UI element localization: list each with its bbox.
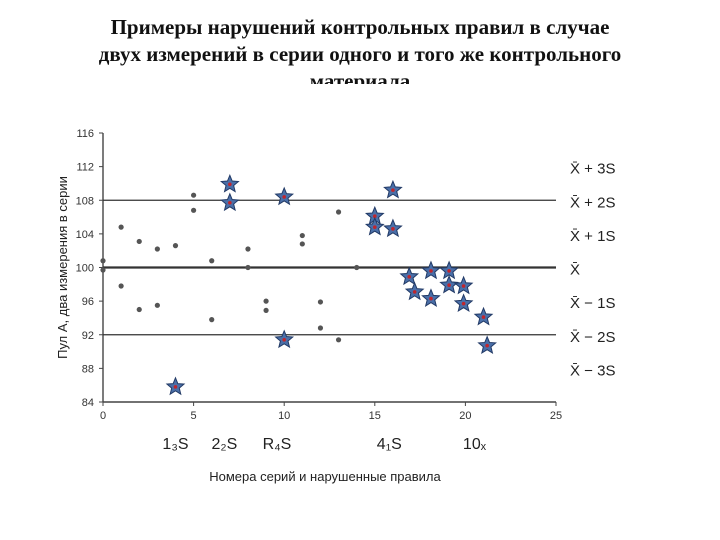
x-tick-label: 15: [369, 410, 381, 422]
data-point: [118, 224, 124, 230]
violation-star-point: [473, 306, 494, 326]
chart-labels: X̄ + 3S X̄ + 2S X̄ + 1S X̄ X̄ − 1S X̄ − 2S X̄ …: [55, 161, 615, 484]
violation-star-point: [220, 192, 240, 212]
y-tick-label: 96: [82, 296, 94, 308]
star-center-dot: [373, 225, 377, 229]
data-point: [335, 337, 342, 343]
x-tick-label: 25: [550, 410, 562, 422]
star-center-dot: [282, 337, 287, 342]
y-tick-label: 100: [76, 263, 94, 275]
violation-star-point: [404, 281, 425, 301]
control-line-label: X̄ + 3S: [570, 161, 615, 178]
data-point: [136, 306, 142, 313]
violation-star-point: [383, 179, 403, 199]
violation-star-point: [274, 329, 295, 349]
violation-star-point: [477, 335, 497, 355]
y-tick-label: 88: [82, 363, 94, 375]
data-point: [136, 238, 142, 245]
data-point: [299, 232, 305, 239]
control-line-label: X̄: [570, 262, 580, 279]
data-point: [209, 258, 215, 264]
violation-star-point: [364, 216, 385, 236]
control-line-label: X̄ − 2S: [570, 329, 615, 346]
control-line-label: X̄ − 3S: [570, 362, 615, 379]
y-tick-label: 116: [76, 128, 94, 140]
control-line-label: X̄ + 2S: [570, 194, 615, 211]
violation-star-point: [453, 293, 474, 313]
data-point: [191, 207, 197, 213]
data-point: [317, 325, 324, 331]
control-line-label: X̄ + 1S: [570, 228, 615, 245]
violation-star-point: [421, 260, 441, 280]
plot-frame: [102, 133, 556, 403]
data-point: [335, 209, 342, 215]
violation-star-point: [165, 376, 186, 396]
x-tick-label: 20: [459, 410, 471, 422]
star-center-dot: [461, 284, 466, 288]
rule-label: 1₃S: [162, 436, 188, 453]
data-point: [100, 267, 106, 273]
data-point: [317, 299, 324, 305]
data-point: [191, 192, 197, 198]
star-center-dot: [228, 200, 232, 205]
violation-star-point: [220, 173, 240, 193]
violation-star-point: [453, 275, 474, 295]
data-point: [263, 298, 269, 304]
violation-star-point: [439, 274, 459, 294]
title-line-3: материала: [309, 69, 411, 84]
rule-label: 10ₓ: [463, 436, 487, 453]
data-point: [100, 258, 106, 264]
data-point: [154, 246, 160, 252]
title-line-2: двух измерений в серии одного и того же …: [98, 42, 622, 66]
rule-label: R₄S: [263, 436, 292, 453]
data-point: [245, 264, 251, 271]
star-center-dot: [391, 188, 395, 192]
violation-star-point: [383, 218, 403, 238]
y-axis-label: Пул А, два измерения в серии: [55, 176, 70, 359]
star-center-dot: [485, 343, 489, 348]
y-tick-label: 108: [76, 195, 94, 207]
star-center-dot: [282, 195, 287, 199]
data-point: [118, 283, 124, 289]
star-center-dot: [429, 269, 433, 273]
data-points: [100, 173, 497, 396]
x-tick-label: 0: [100, 410, 106, 422]
data-point: [354, 264, 360, 271]
slide-title: Примеры нарушений контрольных правил в с…: [0, 14, 720, 84]
data-point: [209, 317, 215, 323]
control-line-label: X̄ − 1S: [570, 295, 615, 312]
star-center-dot: [481, 315, 486, 319]
y-tick-label: 104: [76, 229, 94, 241]
violation-star-point: [399, 266, 420, 286]
data-point: [299, 241, 305, 247]
data-point: [172, 243, 179, 249]
y-tick-label: 112: [76, 162, 94, 174]
axis-ticks: 84 88 92 96 100 104 108 112 116 0 5 10 15 20 25: [76, 128, 562, 422]
violation-star-point: [274, 186, 295, 206]
violation-star-point: [421, 288, 441, 307]
x-axis-label: Номера серий и нарушенные правила: [209, 469, 441, 484]
data-point: [245, 246, 251, 252]
data-point: [263, 307, 269, 313]
star-center-dot: [461, 301, 466, 306]
rule-label: 2₂S: [212, 436, 238, 453]
data-point: [154, 302, 160, 308]
rule-label: 4₁S: [377, 436, 402, 453]
star-center-dot: [429, 296, 433, 301]
star-center-dot: [412, 290, 417, 294]
star-center-dot: [407, 274, 412, 279]
x-tick-label: 5: [191, 410, 197, 422]
y-tick-label: 84: [82, 397, 94, 409]
star-center-dot: [447, 269, 451, 273]
star-center-dot: [373, 214, 377, 219]
title-line-1: Примеры нарушений контрольных правил в с…: [110, 15, 610, 39]
x-tick-label: 10: [278, 410, 290, 422]
star-center-dot: [447, 283, 451, 287]
star-center-dot: [228, 182, 232, 187]
y-tick-label: 92: [82, 330, 94, 342]
star-center-dot: [391, 227, 395, 231]
star-center-dot: [173, 385, 178, 389]
